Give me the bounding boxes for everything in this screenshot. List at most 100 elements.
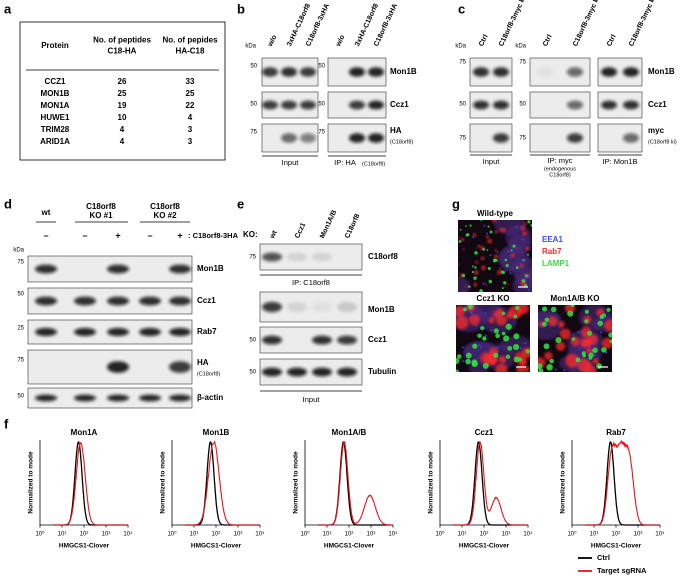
x-tick-label: 10²	[345, 532, 354, 538]
group-label: KO #2	[153, 211, 177, 220]
stain	[484, 334, 487, 337]
y-axis-label: Normalized to mode	[428, 451, 435, 514]
stain	[519, 347, 522, 350]
stain	[498, 355, 507, 364]
kda-label: 25	[17, 326, 24, 332]
construct-label: : C18orf8-3HA	[188, 231, 239, 240]
band	[262, 100, 278, 110]
band	[349, 100, 365, 110]
stain	[604, 319, 612, 332]
stain	[512, 244, 516, 248]
stain	[507, 250, 510, 253]
stain	[520, 225, 526, 231]
channel-label: Rab7	[542, 247, 562, 256]
stain	[601, 347, 607, 353]
stain	[543, 343, 550, 350]
band	[493, 67, 509, 77]
stain	[483, 327, 486, 330]
stain	[559, 328, 571, 340]
x-tick-label: 10⁰	[300, 531, 310, 538]
x-tick-label: 10⁰	[435, 531, 445, 538]
stain	[549, 358, 554, 364]
group-label: IP: Mon1B	[602, 157, 637, 166]
stain	[482, 282, 485, 285]
stain	[471, 265, 474, 268]
lane-label: C18orf8-3myc ki	[498, 0, 527, 48]
stain	[458, 240, 462, 243]
group-label: Input	[303, 395, 321, 404]
stain	[458, 263, 460, 266]
stain	[486, 249, 489, 251]
stain	[588, 344, 591, 347]
stain	[510, 249, 513, 252]
plot-title: Ccz1	[475, 428, 494, 437]
stain	[542, 306, 548, 312]
band	[35, 327, 57, 337]
stain	[462, 360, 465, 363]
band-note: (C18orf8 ki)	[648, 139, 677, 145]
stain	[467, 305, 474, 310]
kda-label: 50	[250, 102, 257, 108]
stain	[472, 236, 475, 239]
band	[567, 67, 583, 77]
x-tick-label: 10³	[502, 532, 511, 538]
stain	[495, 363, 508, 372]
stain	[525, 349, 530, 354]
stain	[571, 337, 576, 341]
stain	[469, 314, 481, 326]
table-cell: 4	[120, 125, 125, 134]
band	[473, 67, 489, 77]
lane-label: Mon1A/B	[319, 209, 338, 239]
stain	[527, 275, 530, 278]
stain	[503, 335, 510, 342]
stain	[501, 287, 504, 290]
stain	[493, 328, 499, 334]
x-tick-label: 10¹	[458, 532, 467, 538]
stain	[463, 307, 467, 312]
band-label: Ccz1	[368, 335, 387, 344]
stain	[490, 329, 493, 332]
table-cell: HUWE1	[41, 113, 70, 122]
stain	[524, 276, 527, 279]
stain	[547, 316, 558, 327]
legend-label: Target sgRNA	[597, 566, 647, 575]
group-note: (C18orf8)	[362, 161, 385, 167]
band	[287, 301, 307, 313]
sign: –	[43, 230, 48, 240]
stain	[597, 320, 604, 327]
group-label: C18orf8	[150, 202, 180, 211]
stain	[491, 220, 497, 223]
kda-label: 75	[519, 60, 526, 66]
stain	[478, 344, 481, 347]
stain	[505, 264, 509, 268]
stain	[527, 289, 530, 292]
stain	[474, 282, 477, 285]
stain	[513, 343, 520, 351]
kda-label: 75	[459, 60, 466, 66]
stain	[575, 357, 581, 363]
stain	[497, 314, 500, 317]
stain	[496, 250, 499, 253]
kda-label: 50	[318, 64, 325, 70]
stain	[525, 246, 530, 251]
kda-header: kDa	[245, 44, 256, 50]
group-label: IP: C18orf8	[292, 278, 330, 287]
kda-label: 75	[17, 260, 24, 266]
histogram-curve	[53, 441, 128, 526]
stain	[487, 238, 493, 244]
band	[537, 67, 553, 77]
x-tick-label: 10³	[634, 532, 643, 538]
stain	[477, 244, 481, 248]
stain	[515, 305, 520, 310]
stain	[601, 337, 612, 349]
band	[169, 327, 191, 337]
stain	[480, 220, 483, 222]
histogram-curve	[585, 439, 660, 526]
band	[287, 367, 307, 377]
stain	[482, 248, 486, 251]
stain	[471, 360, 478, 368]
stain	[479, 346, 482, 349]
table-header: Protein	[41, 41, 69, 50]
lane-label: C18orf8	[344, 213, 361, 240]
stain	[516, 364, 525, 372]
